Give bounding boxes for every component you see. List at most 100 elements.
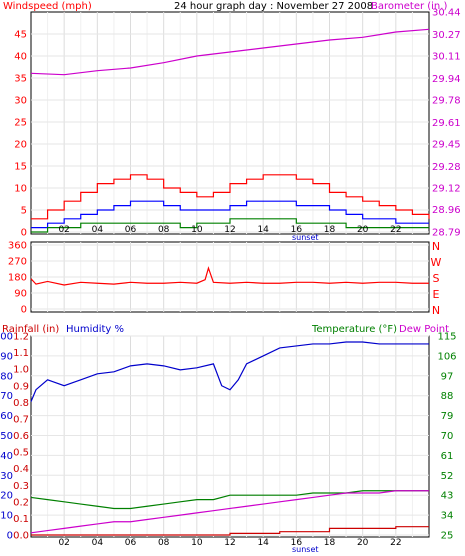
hour-tick: 10 (191, 538, 203, 548)
rainfall-tick: 0.3 (13, 481, 29, 492)
hour-tick: 18 (324, 538, 336, 548)
chart-title: 24 hour graph day : November 27 2008 (174, 1, 373, 12)
hour-tick: 14 (257, 538, 269, 548)
barometer-tick: 30.44 (432, 8, 461, 19)
hour-tick: 02 (58, 538, 69, 548)
dewpoint-axis-label: Dew Point (399, 324, 449, 335)
hour-tick: 22 (390, 225, 401, 235)
rainfall-tick: 0.4 (13, 464, 29, 475)
windspeed-tick: 10 (14, 184, 27, 195)
temperature-tick: 61 (441, 451, 454, 462)
hour-tick: 08 (158, 225, 170, 235)
humidity-tick: 30 (0, 471, 13, 482)
temperature-tick: 25 (441, 531, 454, 542)
gust-low-line (31, 218, 429, 233)
rainfall-tick: 0.8 (13, 398, 29, 409)
windspeed-axis-label: Windspeed (mph) (3, 1, 92, 12)
windspeed-tick: 45 (14, 30, 27, 41)
hour-tick: 06 (125, 225, 137, 235)
rainfall-tick: 0.0 (13, 531, 29, 542)
hour-tick: 18 (324, 225, 336, 235)
rainfall-tick: 1.1 (13, 348, 29, 359)
rainfall-tick: 1.2 (13, 332, 29, 343)
humidity-tick: 20 (0, 491, 13, 502)
humidity-tick: 100 (0, 332, 13, 343)
barometer-line (30, 28, 430, 76)
windspeed-line (31, 174, 430, 220)
wind-direction-line (30, 266, 429, 286)
windspeed-tick: 40 (14, 52, 27, 63)
rainfall-tick: 0.1 (13, 514, 29, 525)
hour-tick: 04 (92, 225, 104, 235)
hour-tick: 06 (125, 538, 137, 548)
temperature-tick: 97 (441, 371, 454, 382)
temperature-tick: 106 (437, 351, 456, 362)
barometer-tick: 29.94 (432, 74, 461, 85)
hour-tick: 20 (357, 538, 369, 548)
barometer-tick: 28.96 (432, 205, 461, 216)
barometer-tick: 30.27 (432, 30, 461, 41)
rainfall-tick: 0.5 (13, 448, 29, 459)
rainfall-tick: 0.7 (13, 414, 29, 425)
temperature-tick: 79 (441, 411, 454, 422)
barometer-axis-label: Barometer (in.) (371, 1, 447, 12)
dew-point-line (30, 490, 429, 534)
temperature-tick: 34 (441, 511, 454, 522)
hour-tick: 04 (92, 538, 104, 548)
humidity-tick: 0 (7, 531, 13, 542)
direction-tick: 360 (8, 241, 27, 252)
rainfall-tick: 1.0 (13, 365, 29, 376)
direction-tick: 90 (14, 289, 27, 300)
direction-tick: 270 (8, 257, 27, 268)
humidity-tick: 80 (0, 371, 13, 382)
rainfall-tick: 0.2 (13, 497, 29, 508)
compass-label: S (433, 272, 440, 285)
sunset-marker-3: sunset (292, 545, 319, 554)
rainfall-tick: 0.9 (13, 381, 29, 392)
humidity-tick: 60 (0, 411, 13, 422)
barometer-tick: 30.11 (432, 52, 461, 63)
sunset-marker-1: sunset (292, 233, 319, 242)
rainfall-in-line (31, 526, 429, 536)
humidity-tick: 70 (0, 391, 13, 402)
hour-tick: 08 (158, 538, 170, 548)
rainfall-axis-label: Rainfall (in) (2, 324, 59, 335)
temperature-tick: 88 (441, 391, 454, 402)
windspeed-tick: 20 (14, 140, 27, 151)
humidity-line (30, 341, 429, 402)
direction-tick: 180 (8, 273, 27, 284)
direction-tick: 0 (21, 305, 27, 316)
barometer-tick: 28.79 (432, 228, 461, 239)
barometer-tick: 29.45 (432, 140, 461, 151)
rainfall-tick: 0.6 (13, 431, 29, 442)
humidity-axis-label: Humidity % (66, 324, 124, 335)
hour-tick: 02 (58, 225, 69, 235)
average-wind-line (31, 200, 429, 229)
humidity-tick: 10 (0, 511, 13, 522)
hour-tick: 20 (357, 225, 369, 235)
temperature-tick: 70 (441, 431, 454, 442)
temperature-axis-label: Temperature (°F) (311, 324, 397, 335)
humidity-tick: 90 (0, 351, 13, 362)
hour-tick: 10 (191, 225, 203, 235)
compass-label: W (431, 256, 442, 269)
windspeed-tick: 15 (14, 162, 27, 173)
windspeed-tick: 0 (21, 228, 27, 239)
temperature-tick: 43 (441, 491, 454, 502)
temperature-f-line (30, 490, 429, 510)
windspeed-tick: 5 (21, 206, 27, 217)
temperature-tick: 52 (441, 471, 454, 482)
hour-tick: 16 (291, 225, 303, 235)
compass-label: N (432, 240, 440, 253)
humidity-tick: 50 (0, 431, 13, 442)
temperature-tick: 115 (437, 332, 456, 343)
humidity-temperature-panel: Rainfall (in) Humidity % Temperature (°F… (0, 324, 457, 554)
barometer-tick: 29.12 (432, 184, 461, 195)
wind-barometer-panel: Windspeed (mph) 24 hour graph day : Nove… (3, 1, 461, 242)
windspeed-tick: 30 (14, 96, 27, 107)
barometer-tick: 29.28 (432, 162, 461, 173)
hour-tick: 12 (224, 225, 235, 235)
barometer-tick: 29.61 (432, 118, 461, 129)
